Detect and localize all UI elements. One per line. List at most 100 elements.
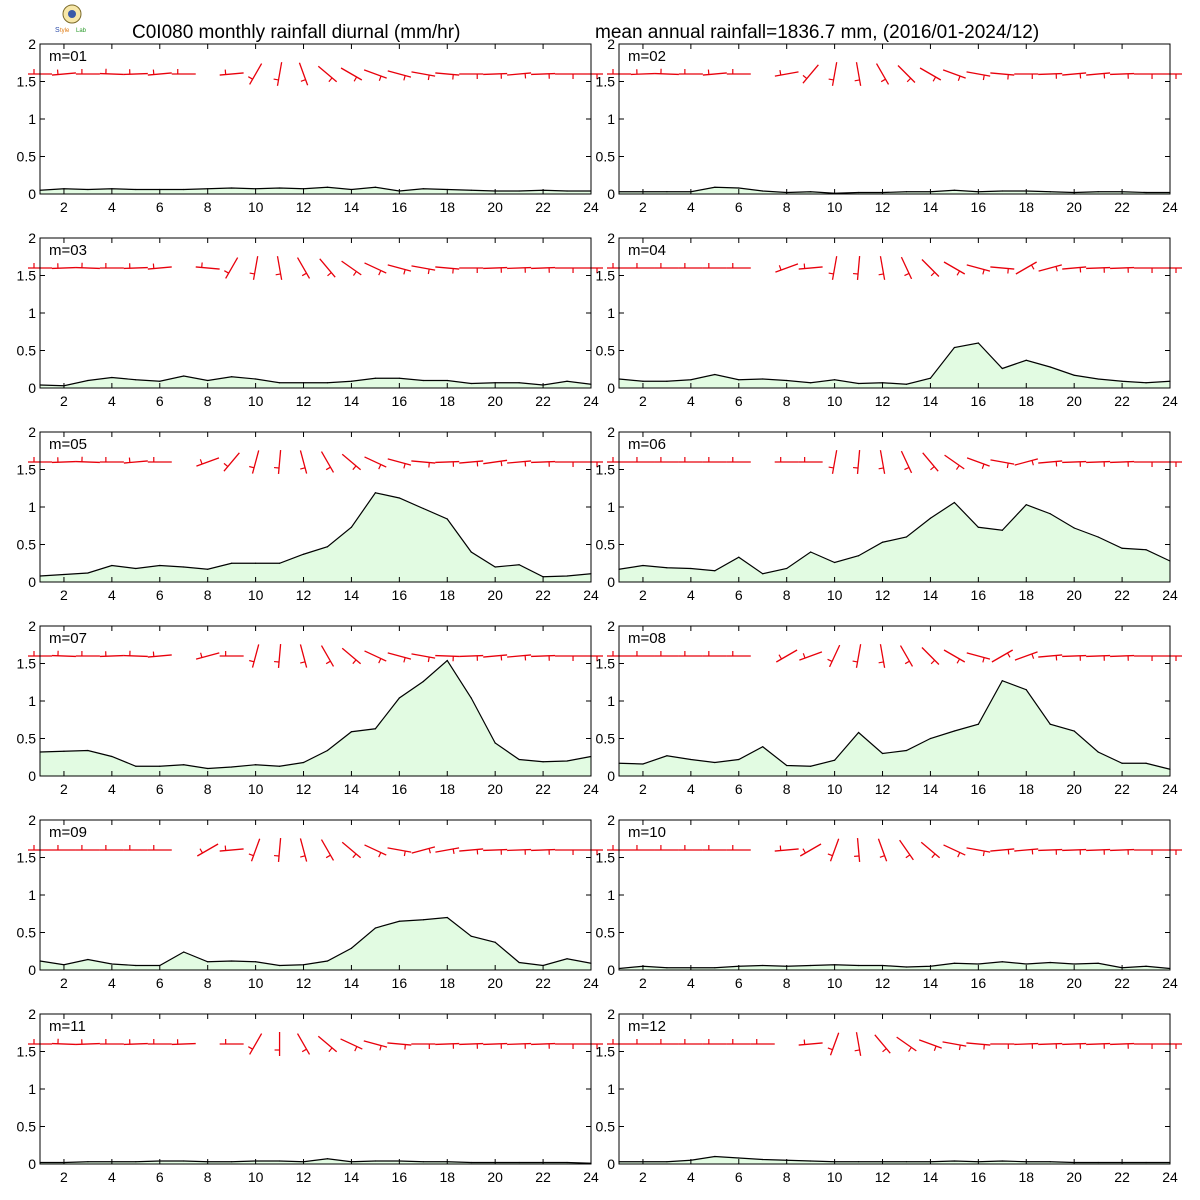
rain-point <box>929 377 932 379</box>
wind-barb <box>853 255 861 281</box>
panel-month-label: m=08 <box>628 630 666 647</box>
rain-point <box>1097 191 1099 193</box>
rain-point <box>398 377 400 379</box>
rain-point <box>1001 367 1003 370</box>
wind-barb <box>1110 848 1135 855</box>
rain-point <box>566 1161 568 1164</box>
wind-barb <box>1086 266 1111 273</box>
wind-barb-shaft <box>75 460 100 464</box>
wind-barb <box>878 256 886 280</box>
x-tick-label: 16 <box>392 975 408 991</box>
rain-point <box>518 961 520 964</box>
wind-barb-shaft <box>966 847 991 853</box>
rain-point <box>542 761 544 763</box>
x-tick-label: 2 <box>639 781 647 797</box>
rain-point <box>1073 963 1075 965</box>
wind-barb-feather <box>224 270 229 274</box>
x-tick-label: 10 <box>827 393 843 409</box>
panel-m=10: 00.511.522 4 6 8 10 12 14 16 18 20 22 24m=10 <box>596 812 1182 991</box>
rain-point <box>810 551 812 553</box>
wind-barb <box>531 1042 556 1049</box>
rain-line <box>618 501 1171 575</box>
rain-point <box>1097 962 1099 964</box>
wind-barb-shaft <box>435 266 460 270</box>
wind-barb-feather <box>982 74 985 81</box>
wind-barb <box>147 651 172 658</box>
rain-point <box>1145 549 1147 551</box>
wind-barb <box>1134 73 1159 79</box>
wind-barb-shaft <box>856 449 861 475</box>
wind-barb-shaft <box>123 72 148 76</box>
rain-area <box>40 1158 591 1164</box>
x-tick-label: 24 <box>583 199 599 215</box>
panel-month-label: m=11 <box>49 1018 86 1035</box>
x-tick-label: 24 <box>583 975 599 991</box>
wind-barb <box>195 652 220 660</box>
wind-barb-shaft <box>320 645 335 667</box>
wind-barb-feather <box>904 466 910 471</box>
rain-point <box>398 920 400 922</box>
wind-barb-feather <box>904 660 910 665</box>
wind-barb-shaft <box>1086 1042 1111 1046</box>
x-tick-label: 16 <box>392 1169 408 1185</box>
rain-point <box>1025 963 1027 965</box>
wind-barb <box>900 256 913 280</box>
rain-point <box>207 568 209 570</box>
panel-m=07: 00.511.522 4 6 8 10 12 14 16 18 20 22 24m=07 <box>17 618 603 797</box>
wind-barb-shaft <box>944 454 965 470</box>
wind-barb <box>726 845 751 851</box>
x-tick-label: 22 <box>535 199 551 215</box>
rain-point <box>953 1160 955 1162</box>
wind-barb-shaft <box>51 460 76 464</box>
wind-barb <box>274 449 282 475</box>
panel-month-label: m=07 <box>49 630 87 647</box>
rain-point <box>326 960 329 962</box>
wind-barb-feather <box>827 853 833 857</box>
y-tick-label: 1 <box>607 111 615 127</box>
wind-barb-shaft <box>507 654 532 658</box>
x-tick-label: 24 <box>1162 781 1178 797</box>
rain-line <box>618 961 1171 970</box>
wind-barb <box>775 263 799 273</box>
rain-point <box>87 958 89 961</box>
wind-barb-shaft <box>341 260 362 276</box>
x-tick-label: 24 <box>1162 1169 1178 1185</box>
wind-barb <box>274 1032 281 1056</box>
wind-barb-feather <box>878 467 884 470</box>
rain-point <box>738 758 740 761</box>
wind-barb-shaft <box>1015 261 1037 275</box>
x-tick-label: 14 <box>923 1169 939 1185</box>
x-tick-label: 8 <box>204 587 212 603</box>
wind-barb-shaft <box>99 72 124 76</box>
wind-barb-feather <box>325 466 331 471</box>
rain-point <box>374 728 376 730</box>
wind-barb-feather <box>905 854 911 859</box>
wind-barb-shaft <box>320 451 335 473</box>
x-tick-label: 18 <box>1018 393 1034 409</box>
wind-barb-shaft <box>219 72 244 76</box>
wind-barb-shaft <box>411 460 436 464</box>
x-tick-label: 24 <box>583 781 599 797</box>
wind-barb-shaft <box>966 1042 991 1046</box>
wind-barb <box>51 457 76 464</box>
wind-barb-shaft <box>364 650 387 662</box>
rain-point <box>642 380 644 382</box>
x-tick-label: 2 <box>639 1169 647 1185</box>
y-tick-label: 1.5 <box>596 74 616 90</box>
rain-point <box>159 765 161 767</box>
wind-barb <box>435 460 460 467</box>
wind-barb <box>274 837 282 863</box>
panel-m=05: 00.511.522 4 6 8 10 12 14 16 18 20 22 24m=05 <box>17 424 603 603</box>
y-tick-label: 0 <box>28 186 36 202</box>
y-tick-label: 2 <box>28 812 36 828</box>
wind-barb <box>702 651 727 657</box>
wind-barb-shaft <box>459 1042 484 1046</box>
wind-barb <box>435 72 460 80</box>
wind-barb <box>918 1039 942 1051</box>
rain-point <box>953 346 955 349</box>
x-tick-label: 14 <box>923 975 939 991</box>
wind-barb-shaft <box>531 72 556 76</box>
wind-barb-shaft <box>483 848 508 852</box>
rain-point <box>159 564 161 567</box>
rain-point <box>231 1161 233 1163</box>
